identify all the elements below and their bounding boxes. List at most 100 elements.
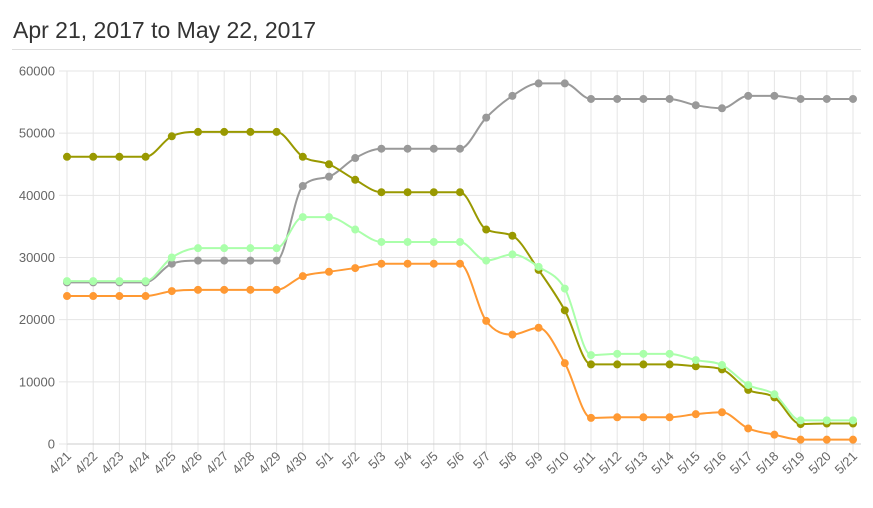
data-point xyxy=(639,94,648,103)
x-tick-label: 5/1 xyxy=(313,449,336,472)
data-point xyxy=(718,104,726,113)
data-point xyxy=(325,172,333,181)
y-tick-label: 10000 xyxy=(19,374,55,389)
data-point xyxy=(822,416,831,425)
x-tick-label: 5/19 xyxy=(779,449,808,478)
data-point xyxy=(298,152,307,161)
x-tick-label: 5/15 xyxy=(674,449,703,478)
x-tick-label: 5/16 xyxy=(701,449,730,478)
data-point xyxy=(141,292,150,301)
x-tick-label: 4/21 xyxy=(46,449,75,478)
series-layer xyxy=(63,79,857,444)
title-divider xyxy=(12,49,861,50)
data-point xyxy=(63,152,71,161)
data-point xyxy=(822,94,831,103)
data-point xyxy=(115,292,124,301)
data-point xyxy=(298,182,307,191)
data-point xyxy=(849,416,857,425)
data-point xyxy=(403,188,412,197)
data-point xyxy=(534,323,543,332)
data-point xyxy=(770,390,779,399)
data-point xyxy=(403,259,412,268)
data-point xyxy=(665,360,674,369)
x-tick-label: 5/5 xyxy=(418,449,441,472)
data-point xyxy=(613,413,622,422)
y-tick-label: 40000 xyxy=(19,188,55,203)
data-point xyxy=(89,152,98,161)
data-point xyxy=(534,262,543,271)
data-point xyxy=(770,91,779,100)
x-tick-label: 4/23 xyxy=(98,449,127,478)
data-point xyxy=(560,79,569,88)
data-point xyxy=(587,360,595,369)
data-point xyxy=(796,416,805,425)
data-point xyxy=(613,94,622,103)
y-tick-label: 20000 xyxy=(19,312,55,327)
data-point xyxy=(665,413,674,422)
x-tick-label: 4/22 xyxy=(72,449,101,478)
data-point xyxy=(560,306,569,315)
data-point xyxy=(639,360,648,369)
data-point xyxy=(325,213,333,222)
data-point xyxy=(456,259,464,268)
data-point xyxy=(665,94,674,103)
x-tick-label: 5/21 xyxy=(832,449,861,478)
data-point xyxy=(220,256,229,265)
data-point xyxy=(482,316,491,325)
data-point xyxy=(482,256,491,265)
x-tick-label: 4/25 xyxy=(150,449,179,478)
x-tick-label: 5/11 xyxy=(570,449,598,477)
data-point xyxy=(141,152,150,161)
data-point xyxy=(429,237,438,246)
x-tick-label: 5/17 xyxy=(727,449,756,478)
data-point xyxy=(377,144,386,153)
tick-labels: 01000020000300004000050000600004/214/224… xyxy=(19,64,860,478)
x-tick-label: 5/14 xyxy=(648,449,677,478)
data-point xyxy=(63,292,71,301)
data-point xyxy=(587,94,595,103)
data-point xyxy=(482,113,491,122)
data-point xyxy=(613,349,622,358)
data-point xyxy=(587,413,595,422)
series-4 xyxy=(63,259,857,444)
data-point xyxy=(796,94,805,103)
data-point xyxy=(272,127,281,136)
y-tick-label: 0 xyxy=(48,437,55,452)
x-tick-label: 4/24 xyxy=(124,449,153,478)
data-point xyxy=(220,127,229,136)
data-point xyxy=(770,430,779,439)
data-point xyxy=(639,413,648,422)
data-point xyxy=(351,175,360,184)
data-point xyxy=(508,231,517,240)
data-point xyxy=(508,91,517,100)
x-tick-label: 4/27 xyxy=(203,449,232,478)
x-tick-label: 5/6 xyxy=(444,449,467,472)
data-point xyxy=(194,256,202,265)
x-tick-label: 5/20 xyxy=(805,449,834,478)
data-point xyxy=(691,410,700,419)
data-point xyxy=(560,284,569,293)
data-point xyxy=(429,188,438,197)
data-point xyxy=(141,277,150,286)
data-point xyxy=(456,188,464,197)
data-point xyxy=(403,237,412,246)
x-tick-label: 5/12 xyxy=(596,449,625,478)
data-point xyxy=(246,256,255,265)
x-tick-label: 5/18 xyxy=(753,449,782,478)
x-tick-label: 4/26 xyxy=(177,449,206,478)
data-point xyxy=(246,285,255,294)
data-point xyxy=(403,144,412,153)
data-point xyxy=(744,380,753,389)
axes xyxy=(66,71,861,445)
data-point xyxy=(194,285,202,294)
data-point xyxy=(246,244,255,253)
data-point xyxy=(351,154,360,163)
chart-title: Apr 21, 2017 to May 22, 2017 xyxy=(13,17,317,43)
data-point xyxy=(115,152,124,161)
data-point xyxy=(456,237,464,246)
x-tick-label: 5/13 xyxy=(622,449,651,478)
data-point xyxy=(325,160,333,169)
data-point xyxy=(298,213,307,222)
data-point xyxy=(377,188,386,197)
